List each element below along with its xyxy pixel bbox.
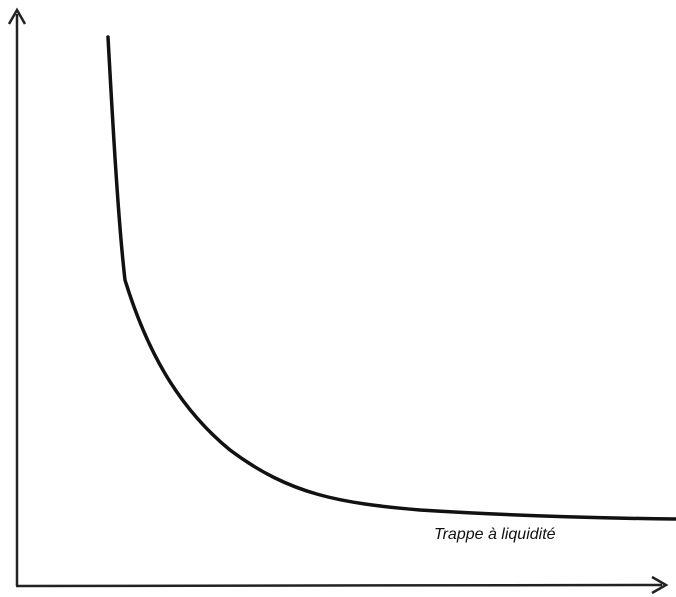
demand-curve [106,35,676,521]
y-axis-arrow [7,7,27,25]
curve-label: Trappe à liquidité [434,526,556,543]
x-axis-arrow [651,575,669,595]
x-axis [15,583,663,588]
